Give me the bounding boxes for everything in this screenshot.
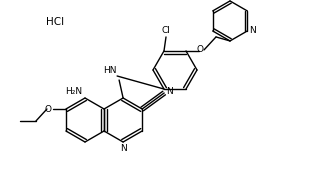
Text: H₂N: H₂N: [65, 87, 82, 96]
Text: O: O: [45, 104, 52, 113]
Text: N: N: [166, 88, 173, 97]
Text: HCl: HCl: [46, 17, 64, 27]
Text: N: N: [120, 144, 126, 153]
Text: Cl: Cl: [162, 26, 170, 35]
Text: N: N: [249, 26, 256, 36]
Text: HN: HN: [104, 66, 117, 75]
Text: O: O: [197, 46, 203, 55]
